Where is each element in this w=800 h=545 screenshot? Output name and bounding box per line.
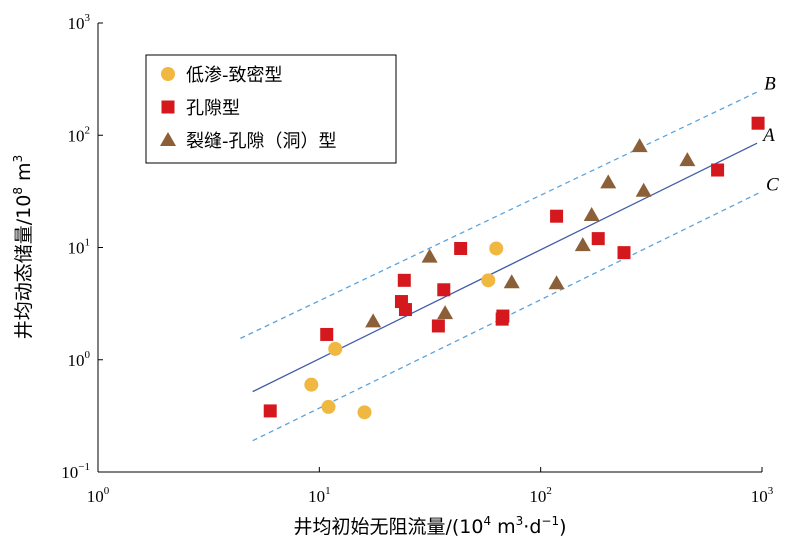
point-circle bbox=[328, 341, 343, 356]
point-triangle bbox=[583, 206, 600, 221]
point-square bbox=[431, 319, 445, 333]
point-triangle bbox=[635, 182, 652, 197]
y-tick-label: 100 bbox=[68, 349, 91, 370]
point-triangle bbox=[679, 152, 696, 167]
legend-marker-square bbox=[161, 100, 175, 114]
x-ticks: 100 101 102 103 bbox=[87, 467, 774, 506]
point-square bbox=[398, 303, 412, 317]
point-square bbox=[496, 309, 510, 323]
y-tick-label: 102 bbox=[68, 124, 91, 145]
point-circle bbox=[357, 405, 372, 420]
point-triangle bbox=[437, 305, 454, 320]
legend-label: 孔隙型 bbox=[186, 98, 240, 119]
point-triangle bbox=[574, 237, 591, 252]
x-axis-title: 井均初始无阻流量/(104 m3·d−1) bbox=[293, 514, 566, 538]
point-triangle bbox=[631, 138, 648, 153]
y-tick-label: 10−1 bbox=[61, 461, 90, 482]
trend-line-label-c: C bbox=[766, 174, 779, 195]
point-circle bbox=[489, 241, 504, 256]
point-square bbox=[437, 283, 451, 297]
x-tick-label: 100 bbox=[87, 485, 110, 506]
legend-label: 低渗-致密型 bbox=[186, 65, 283, 86]
x-tick-label: 103 bbox=[751, 485, 774, 506]
point-square bbox=[617, 246, 631, 260]
point-triangle bbox=[421, 248, 438, 263]
point-triangle bbox=[548, 275, 565, 290]
point-triangle bbox=[503, 274, 520, 289]
point-circle bbox=[481, 273, 496, 288]
y-ticks: 10−1 100 101 102 103 bbox=[61, 12, 103, 482]
point-square bbox=[454, 241, 468, 255]
point-circle bbox=[321, 399, 336, 414]
point-circle bbox=[304, 377, 319, 392]
point-square bbox=[320, 327, 334, 341]
legend-box bbox=[145, 54, 397, 164]
legend-marker-triangle bbox=[160, 132, 176, 146]
legend-marker-circle bbox=[161, 67, 175, 81]
point-square bbox=[263, 404, 277, 418]
point-triangle bbox=[600, 174, 617, 189]
point-square bbox=[550, 209, 564, 223]
data-points bbox=[263, 116, 765, 420]
point-square bbox=[591, 232, 605, 246]
trend-line-label-a: A bbox=[761, 125, 775, 146]
trend-line-b bbox=[240, 90, 759, 339]
trend-line-label-b: B bbox=[764, 74, 776, 95]
x-tick-label: 101 bbox=[308, 485, 331, 506]
legend-label: 裂缝-孔隙（洞）型 bbox=[186, 131, 337, 152]
x-tick-label: 102 bbox=[529, 485, 552, 506]
y-tick-label: 101 bbox=[68, 237, 91, 258]
trend-line-a bbox=[252, 142, 758, 393]
point-square bbox=[711, 163, 725, 177]
y-axis-title: 井均动态储量/108 m3 bbox=[11, 155, 35, 339]
point-triangle bbox=[365, 313, 382, 328]
y-tick-label: 103 bbox=[68, 12, 91, 33]
point-square bbox=[751, 116, 765, 130]
point-square bbox=[397, 273, 411, 287]
